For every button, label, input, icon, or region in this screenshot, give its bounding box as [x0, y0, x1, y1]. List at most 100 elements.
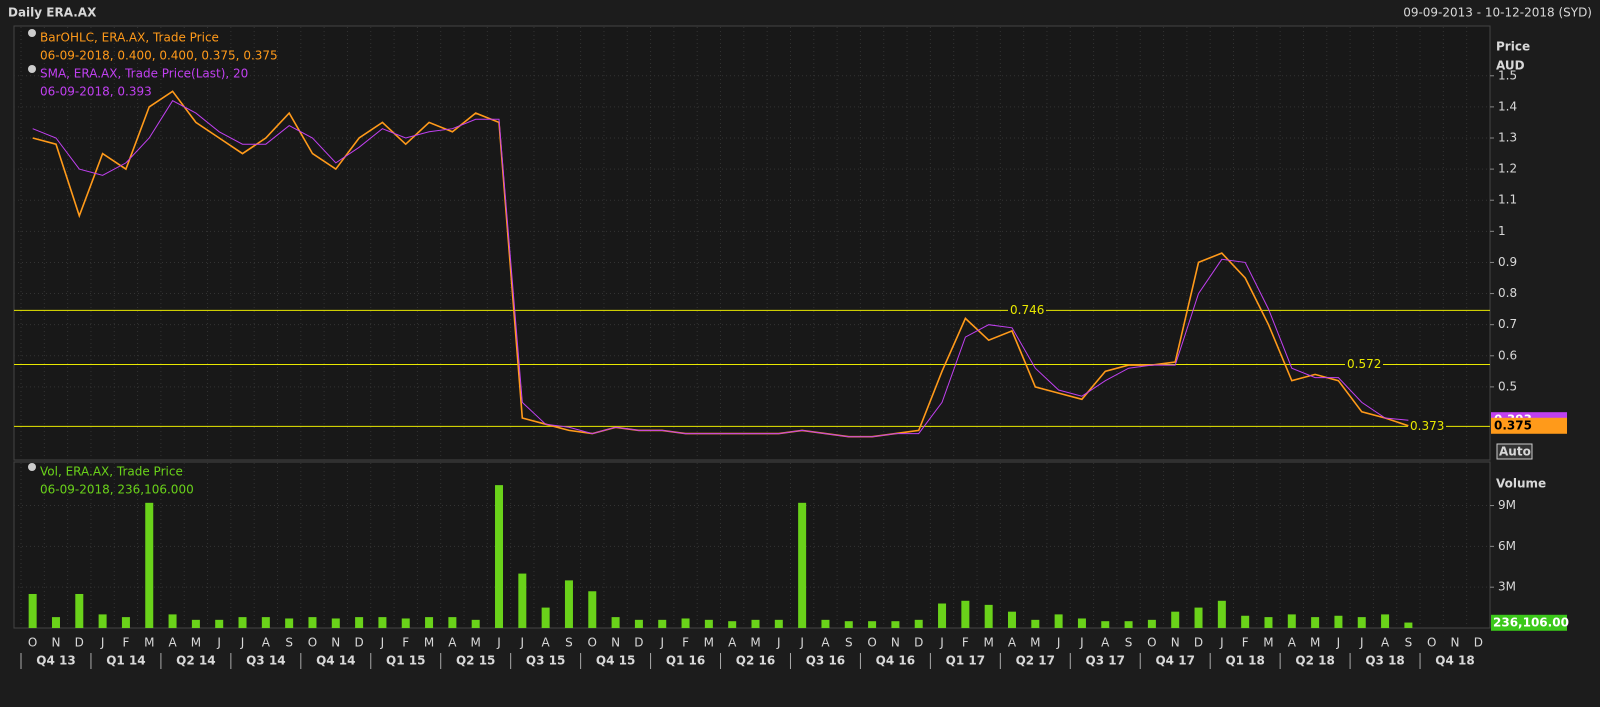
volume-bar [1217, 600, 1226, 628]
x-tick-label: S [285, 636, 293, 650]
x-tick-label: J [939, 636, 944, 650]
volume-bar [238, 617, 247, 628]
volume-bar [1101, 621, 1110, 628]
x-tick-label: F [1242, 636, 1249, 650]
volume-tag [1491, 614, 1567, 631]
y-tick-label: 1.5 [1498, 68, 1517, 82]
volume-bar [798, 502, 807, 628]
volume-bar [495, 485, 504, 628]
quarter-label: Q4 16 [876, 654, 915, 668]
volume-bar [1287, 614, 1296, 628]
x-tick-label: J [776, 636, 781, 650]
auto-button-label[interactable]: Auto [1499, 445, 1531, 459]
quarter-label: Q3 14 [246, 654, 285, 668]
volume-bar [541, 607, 550, 628]
volume-bar [1147, 619, 1156, 628]
x-tick-label: M [1310, 636, 1320, 650]
volume-bar [891, 621, 900, 628]
volume-bar [261, 617, 270, 628]
x-tick-label: J [1336, 636, 1341, 650]
volume-bar [704, 619, 713, 628]
y-tick-label: 9M [1498, 498, 1516, 512]
volume-bar [564, 580, 573, 628]
x-tick-label: M [144, 636, 154, 650]
level-label-bg [1345, 356, 1383, 372]
level-label-bg [1408, 418, 1446, 434]
x-tick-label: J [520, 636, 525, 650]
quarter-label: Q1 14 [106, 654, 145, 668]
x-tick-label: D [914, 636, 923, 650]
x-tick-label: A [542, 636, 551, 650]
volume-bar [145, 502, 154, 628]
level-label: 0.746 [1010, 303, 1044, 317]
axis-title: Volume [1496, 477, 1546, 491]
volume-bar [215, 619, 224, 628]
legend-icon [28, 463, 36, 471]
level-label: 0.572 [1347, 357, 1381, 371]
volume-bar [1264, 617, 1273, 628]
x-tick-label: A [168, 636, 177, 650]
x-tick-label: J [100, 636, 105, 650]
x-tick-label: A [448, 636, 457, 650]
x-tick-label: M [424, 636, 434, 650]
x-tick-label: S [845, 636, 853, 650]
volume-bar [75, 593, 84, 628]
volume-bar [961, 600, 970, 628]
auto-button[interactable] [1496, 443, 1533, 460]
x-tick-label: A [728, 636, 737, 650]
x-tick-label: A [1008, 636, 1017, 650]
volume-bar [168, 614, 177, 628]
quarter-label: Q3 17 [1086, 654, 1125, 668]
y-tick-label: 0.6 [1498, 348, 1517, 362]
volume-bar [611, 617, 620, 628]
x-tick-label: J [380, 636, 385, 650]
x-tick-label: M [704, 636, 714, 650]
volume-bar [938, 603, 947, 628]
volume-panel [13, 461, 1491, 629]
volume-bar [1054, 614, 1063, 628]
legend-text: 06-09-2018, 0.400, 0.400, 0.375, 0.375 [40, 49, 278, 63]
quarter-label: Q4 13 [36, 654, 75, 668]
x-tick-label: D [1194, 636, 1203, 650]
x-tick-label: D [634, 636, 643, 650]
x-tick-label: M [471, 636, 481, 650]
y-tick-label: 1.1 [1498, 193, 1517, 207]
x-tick-label: N [51, 636, 60, 650]
y-tick-label: 6M [1498, 539, 1516, 553]
x-tick-label: J [1056, 636, 1061, 650]
x-tick-label: M [983, 636, 993, 650]
x-tick-label: J [799, 636, 804, 650]
x-tick-label: O [28, 636, 37, 650]
x-tick-label: A [1381, 636, 1390, 650]
volume-bar [308, 617, 317, 628]
legend-text: 06-09-2018, 0.393 [40, 85, 152, 99]
volume-bar [1171, 611, 1180, 628]
legend-icon [28, 29, 36, 37]
quarter-label: Q4 17 [1155, 654, 1194, 668]
volume-bar [914, 619, 923, 628]
y-tick-label: 0.9 [1498, 255, 1517, 269]
volume-bar [658, 619, 667, 628]
legend-text: BarOHLC, ERA.AX, Trade Price [40, 31, 219, 45]
volume-bar [51, 617, 60, 628]
y-tick-label: 3M [1498, 580, 1516, 594]
x-tick-label: F [122, 636, 129, 650]
volume-bar [98, 614, 107, 628]
y-tick-label: 1 [1498, 224, 1506, 238]
y-tick-label: 0.5 [1498, 379, 1517, 393]
x-tick-label: S [565, 636, 573, 650]
x-tick-label: O [1427, 636, 1436, 650]
x-tick-label: M [750, 636, 760, 650]
volume-bar [681, 618, 690, 628]
volume-bar [1381, 614, 1390, 628]
volume-bar [821, 619, 830, 628]
x-tick-label: D [354, 636, 363, 650]
x-tick-label: M [1030, 636, 1040, 650]
legend-text: SMA, ERA.AX, Trade Price(Last), 20 [40, 67, 248, 81]
volume-bar [121, 617, 130, 628]
x-tick-label: O [308, 636, 317, 650]
y-tick-label: 1.4 [1498, 99, 1517, 113]
legend-icon [28, 65, 36, 73]
